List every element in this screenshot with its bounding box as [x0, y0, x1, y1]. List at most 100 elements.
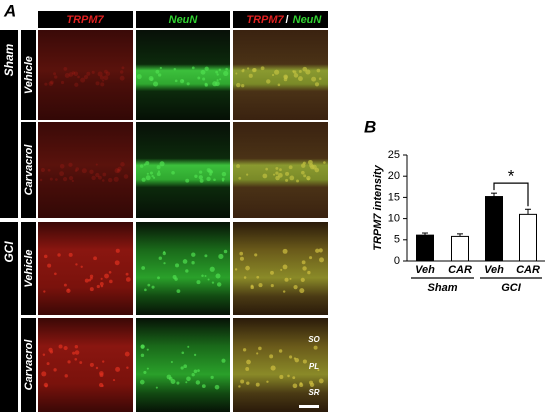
header-cell [136, 11, 230, 28]
cell-spot [245, 265, 250, 271]
cell-spot [47, 263, 52, 268]
cell-spot [183, 364, 188, 369]
micrograph [38, 222, 133, 315]
cell-spot [89, 362, 94, 367]
cell-spot [309, 256, 313, 260]
cell-spot [146, 348, 149, 351]
cell-spot [155, 386, 158, 389]
cell-spot [64, 73, 70, 79]
cell-spot [105, 71, 111, 76]
cell-spot [67, 360, 71, 364]
cell-spot [102, 179, 105, 182]
cell-spot [303, 174, 307, 178]
y-tick-label: 10 [388, 213, 400, 225]
cell-spot [57, 253, 61, 257]
cell-spot [266, 79, 271, 84]
cell-spot [225, 67, 229, 71]
y-axis-label: TRPM7 intensity [372, 164, 384, 250]
cell-spot [86, 71, 91, 76]
cell-spot [289, 355, 293, 359]
cell-spot [62, 176, 68, 182]
group-label: GCI [501, 282, 522, 294]
cell-spot [146, 172, 149, 175]
header-cell [233, 11, 328, 28]
cell-spot [191, 373, 195, 377]
cell-spot [277, 83, 281, 87]
cell-spot [292, 383, 298, 389]
cell-spot [213, 178, 216, 182]
cell-spot [206, 176, 211, 182]
cell-spot [204, 66, 209, 71]
cell-spot [170, 360, 173, 364]
significance-marker: * [508, 167, 515, 186]
cell-spot [315, 248, 320, 253]
column-header: NeuN [293, 14, 323, 26]
cell-spot [95, 172, 100, 178]
cell-spot [314, 82, 320, 87]
cell-spot [197, 76, 201, 80]
cell-spot [307, 177, 310, 181]
cell-spot [271, 73, 275, 77]
cell-spot [157, 170, 161, 173]
row-label-bar [21, 122, 36, 218]
row-label-bar [21, 30, 36, 120]
cell-spot [157, 276, 160, 280]
micrograph [233, 30, 328, 120]
cell-spot [158, 73, 162, 77]
cell-spot [274, 69, 280, 75]
cell-spot [114, 260, 120, 266]
cell-spot [214, 384, 220, 390]
cell-spot [151, 174, 154, 178]
cell-spot [174, 79, 178, 83]
cell-spot [153, 81, 159, 87]
cell-spot [46, 362, 50, 366]
cell-spot [159, 161, 165, 167]
cell-spot [191, 252, 196, 257]
cell-spot [176, 289, 181, 294]
cell-spot [54, 75, 58, 79]
cell-spot [275, 175, 280, 181]
cell-spot [158, 256, 163, 260]
cell-spot [285, 178, 289, 182]
cell-spot [55, 178, 58, 181]
y-tick-label: 20 [388, 170, 400, 182]
cell-spot [240, 379, 245, 384]
cell-spot [239, 251, 244, 256]
y-tick-label: 0 [394, 255, 400, 267]
cell-spot [176, 381, 180, 385]
cell-spot [58, 344, 63, 349]
cell-spot [182, 259, 188, 264]
cell-spot [48, 81, 54, 86]
x-tick-label: CAR [516, 264, 540, 276]
cell-spot [115, 366, 121, 372]
cell-spot [173, 67, 177, 71]
cell-spot [126, 366, 129, 370]
cell-spot [218, 68, 222, 71]
cell-spot [284, 277, 289, 282]
cell-spot [311, 76, 317, 82]
cell-spot [80, 77, 86, 83]
cell-spot [43, 254, 48, 259]
cell-spot [272, 173, 276, 176]
cell-spot [202, 77, 206, 81]
cell-spot [301, 170, 305, 175]
cell-spot [258, 283, 263, 288]
cell-spot [293, 285, 298, 290]
cell-spot [139, 379, 145, 385]
column-header: TRPM7 [246, 14, 284, 26]
cell-spot [41, 371, 47, 377]
cell-spot [293, 73, 299, 78]
cell-spot [279, 374, 284, 379]
group-label: GCI [2, 241, 16, 263]
bar [519, 213, 537, 262]
cell-spot [108, 270, 112, 274]
cell-spot [100, 82, 105, 87]
cell-spot [125, 277, 131, 282]
cell-spot [256, 275, 260, 279]
cell-spot [207, 278, 210, 281]
cell-spot [145, 161, 150, 166]
cell-spot [185, 381, 188, 384]
cell-spot [293, 70, 297, 74]
cell-spot [299, 382, 303, 385]
row-label-bar [21, 318, 36, 412]
